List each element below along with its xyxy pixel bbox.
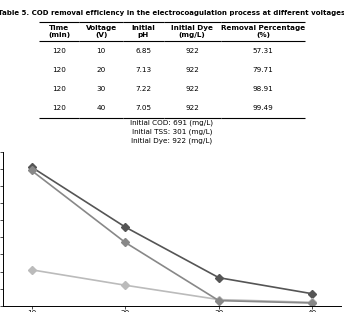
Dye — [30, 168, 34, 172]
TSS — [123, 283, 127, 287]
Text: Table 5. COD removal efficiency in the electrocoagulation process at different v: Table 5. COD removal efficiency in the e… — [0, 10, 344, 16]
Dye — [123, 241, 127, 244]
Line: COD: COD — [29, 164, 315, 296]
Dye — [217, 299, 221, 303]
COD — [30, 165, 34, 169]
Line: Dye: Dye — [29, 168, 315, 306]
COD — [123, 225, 127, 229]
Line: TSS: TSS — [29, 267, 315, 305]
TSS — [30, 268, 34, 272]
Dye — [310, 301, 314, 305]
Text: Initial COD: 691 (mg/L)
Initial TSS: 301 (mg/L)
Initial Dye: 922 (mg/L): Initial COD: 691 (mg/L) Initial TSS: 301… — [130, 119, 214, 144]
TSS — [217, 298, 221, 301]
COD — [310, 292, 314, 296]
COD — [217, 276, 221, 280]
TSS — [310, 300, 314, 304]
